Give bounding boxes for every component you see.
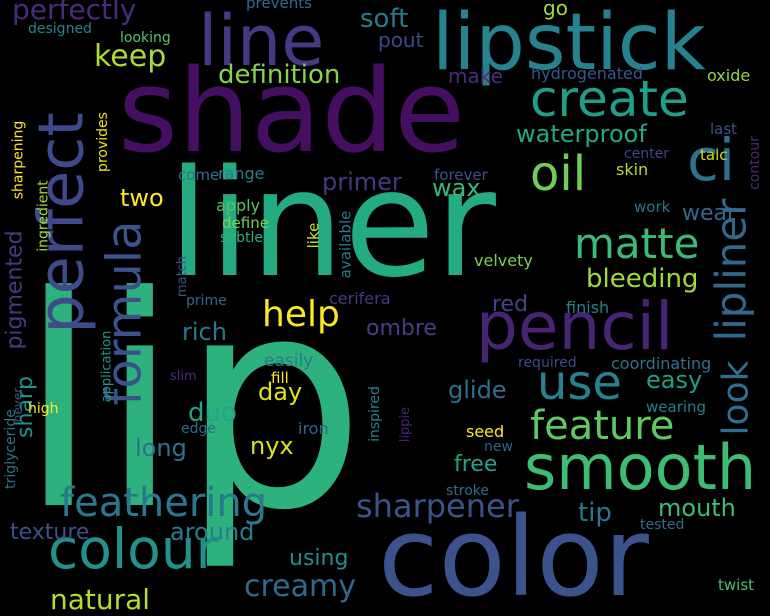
word-wearing: wearing (646, 398, 707, 416)
word-two: two (120, 184, 164, 212)
word-cerifera: cerifera (329, 289, 391, 308)
word-help: help (262, 294, 340, 335)
word-easy: easy (646, 366, 703, 394)
word-tested: tested (640, 517, 685, 533)
word-come: come (178, 166, 220, 184)
word-colour: colour (48, 517, 219, 581)
word-edge: edge (181, 421, 216, 437)
word-oil: oil (530, 146, 587, 202)
word-talc: talc (700, 146, 728, 164)
word-day: day (258, 378, 303, 406)
word-lippie: lippie (398, 406, 414, 443)
word-matte: matte (574, 219, 700, 268)
word-stroke: stroke (446, 483, 490, 499)
word-nyx: nyx (250, 432, 294, 460)
word-available: available (335, 210, 354, 278)
word-match: match (175, 255, 191, 298)
word-required: required (518, 355, 577, 371)
word-like: like (303, 222, 322, 248)
word-subtle: subtle (220, 230, 264, 246)
word-red: red (492, 292, 529, 317)
word-duo: duo (188, 398, 237, 428)
word-application: application (98, 330, 114, 402)
word-work: work (634, 198, 671, 216)
word-range: range (218, 164, 265, 183)
word-creamy: creamy (244, 569, 356, 604)
word-prevents: prevents (246, 0, 312, 12)
word-definition: definition (218, 60, 341, 90)
word-pout: pout (378, 28, 424, 52)
word-oxide: oxide (707, 66, 751, 85)
word-slim: slim (170, 369, 197, 384)
word-coordinating: coordinating (611, 354, 712, 373)
word-seed: seed (466, 422, 505, 441)
word-pencil: pencil (476, 288, 674, 365)
word-glide: glide (448, 376, 507, 404)
word-velvety: velvety (474, 251, 533, 270)
word-sharpening: sharpening (9, 120, 26, 199)
word-look: look (714, 360, 756, 435)
word-wax: wax (432, 174, 481, 202)
word-tip: tip (578, 498, 612, 528)
word-line: line (198, 0, 325, 82)
word-designed: designed (28, 21, 92, 37)
word-looking: looking (120, 30, 171, 46)
word-perfectly: perfectly (12, 0, 137, 26)
word-make: make (448, 64, 503, 88)
word-never: never (11, 387, 26, 423)
word-inspired: inspired (366, 386, 383, 442)
word-new: new (484, 439, 513, 455)
word-keep: keep (94, 39, 167, 74)
word-ombre: ombre (366, 316, 437, 341)
word-provides: provides (94, 112, 111, 172)
word-center: center (624, 146, 670, 162)
word-contour: contour (746, 136, 763, 190)
word-texture: texture (10, 520, 90, 545)
word-smooth: smooth (524, 431, 757, 504)
word-easily: easily (264, 351, 314, 371)
word-skin: skin (616, 160, 649, 179)
word-wear: wear (682, 201, 737, 226)
word-ingredient: ingredient (35, 179, 52, 252)
word-twist: twist (718, 576, 755, 594)
word-shade: shade (118, 45, 466, 179)
word-pigmented: pigmented (2, 229, 28, 350)
word-bleeding: bleeding (586, 264, 699, 294)
word-color: color (378, 493, 649, 616)
word-feature: feature (530, 403, 675, 449)
word-soft: soft (360, 4, 409, 34)
word-long: long (135, 434, 187, 462)
word-feathering: feathering (60, 480, 268, 526)
word-create: create (530, 70, 689, 128)
word-prime: prime (186, 293, 227, 309)
word-ci: ci (687, 126, 736, 194)
word-around: around (170, 518, 255, 546)
word-natural: natural (50, 583, 151, 616)
word-sharpener: sharpener (356, 487, 519, 525)
word-finish: finish (566, 298, 610, 317)
word-iron: iron (298, 419, 329, 438)
word-using: using (289, 546, 349, 571)
word-lipstick: lipstick (432, 0, 706, 88)
word-hydrogenated: hydrogenated (531, 64, 643, 83)
word-lip: lip (18, 234, 366, 574)
word-apply: apply (216, 196, 261, 215)
word-mouth: mouth (658, 494, 736, 522)
word-forever: forever (434, 166, 488, 184)
word-primer: primer (322, 168, 402, 196)
word-waterproof: waterproof (516, 120, 647, 148)
word-last: last (710, 120, 738, 138)
word-liner: liner (168, 138, 496, 310)
word-go: go (543, 0, 568, 20)
word-fill: fill (271, 369, 289, 387)
word-high: high (28, 401, 59, 417)
word-rich: rich (182, 318, 227, 346)
word-free: free (454, 452, 498, 477)
word-define: define (222, 214, 269, 232)
word-use: use (537, 355, 622, 411)
